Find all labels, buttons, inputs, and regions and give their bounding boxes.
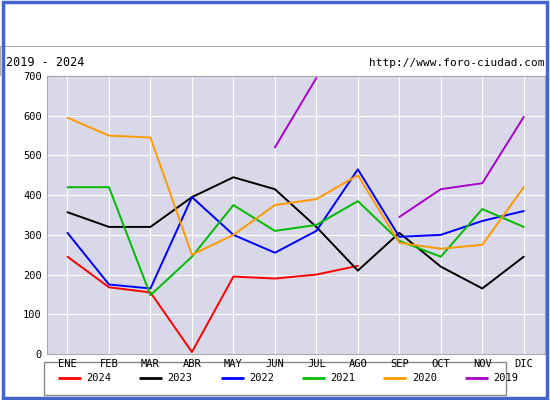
- Text: 2021: 2021: [331, 373, 355, 383]
- Text: http://www.foro-ciudad.com: http://www.foro-ciudad.com: [369, 58, 544, 68]
- Text: 2019: 2019: [493, 373, 518, 383]
- Text: 2023: 2023: [168, 373, 192, 383]
- Text: 2024: 2024: [86, 373, 111, 383]
- Text: 2019 - 2024: 2019 - 2024: [6, 56, 84, 69]
- Text: 2020: 2020: [412, 373, 437, 383]
- Text: 2022: 2022: [249, 373, 274, 383]
- Text: Evolucion Nº Turistas Nacionales en el municipio de Montalbán de Córdoba: Evolucion Nº Turistas Nacionales en el m…: [5, 16, 545, 30]
- Bar: [44, 362, 506, 395]
